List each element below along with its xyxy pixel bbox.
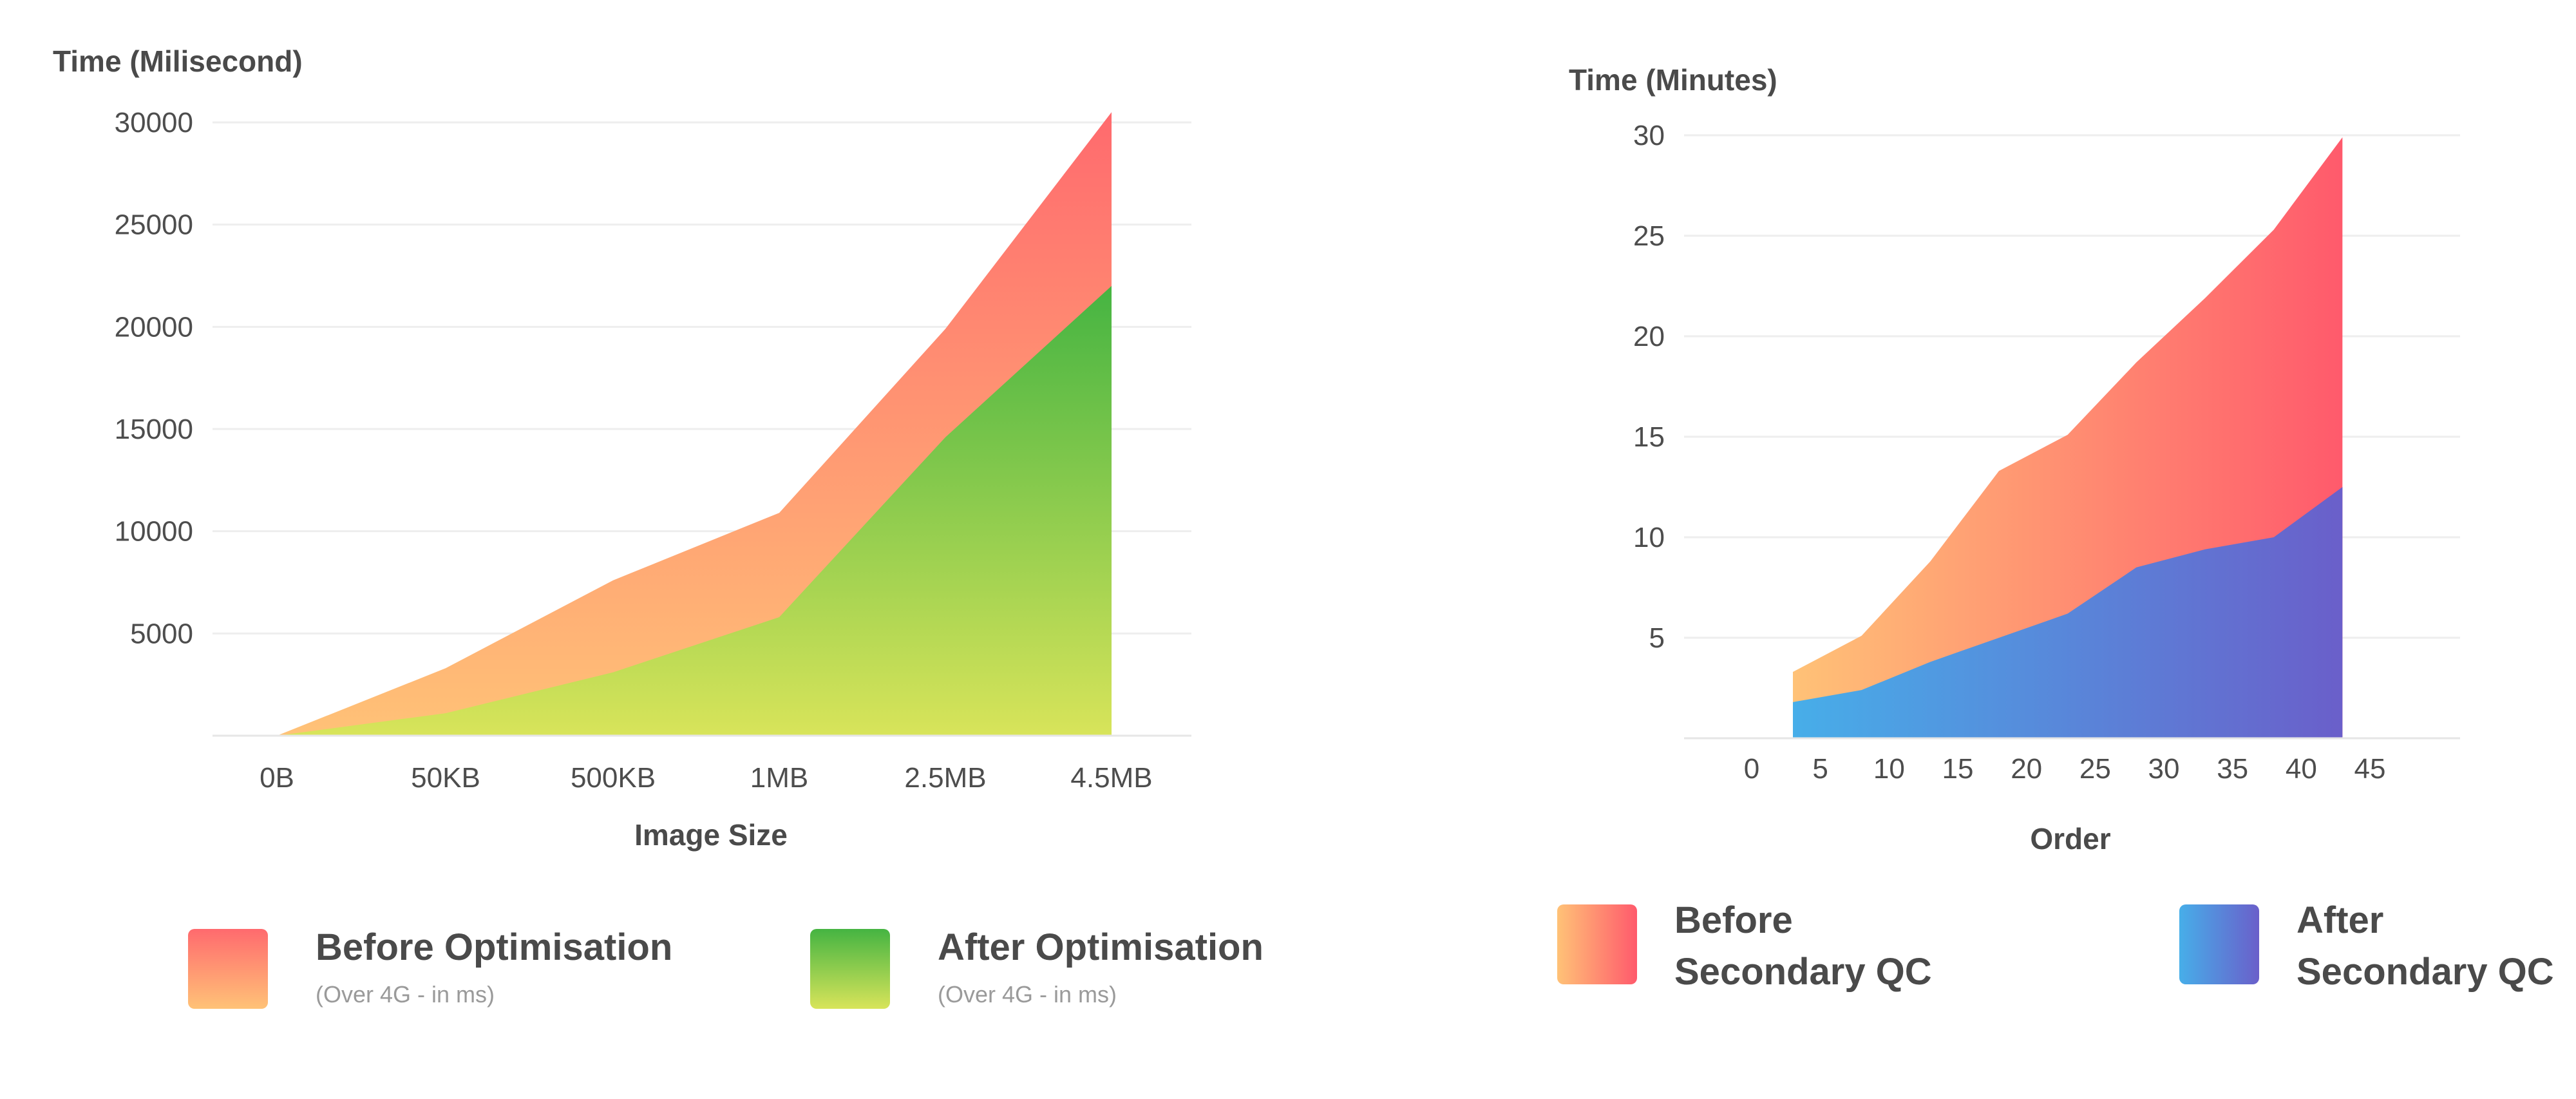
x-tick-label: 5 [1812,753,1828,785]
y-tick-label: 5000 [130,618,193,649]
y-tick-label: 15 [1633,421,1665,453]
after-optimisation-area [277,285,1112,736]
legend-label-line-2: Secondary QC [1674,951,1932,993]
legend-swatch [1557,904,1637,984]
legend-swatch [2179,904,2259,984]
x-tick-label: 25 [2079,753,2111,785]
x-tick-label: 500KB [571,762,656,794]
y-tick-label: 25 [1633,220,1665,252]
y-tick-label: 5 [1649,622,1665,654]
x-tick-label: 50KB [411,762,480,794]
legend-label: After Optimisation [938,926,1264,968]
y-tick-label: 15000 [115,414,193,445]
y-axis-title: Time (Minutes) [1569,63,1777,97]
x-axis-title: Order [2030,822,2110,855]
y-tick-label: 30 [1633,120,1665,151]
x-tick-label: 35 [2217,753,2248,785]
y-tick-label: 30000 [115,107,193,139]
x-tick-label: 40 [2286,753,2317,785]
legend-before-secondary-qc: Before Secondary QC [1557,899,1932,993]
legend-label-line-1: After [2297,899,2383,941]
legend-note: (Over 4G - in ms) [938,981,1117,1008]
x-tick-label: 0B [260,762,294,794]
legend-after-optimisation: After Optimisation (Over 4G - in ms) [810,926,1264,1009]
legend-label-line-1: Before [1674,899,1793,941]
order-chart: Time (Minutes) 5 10 15 20 25 30 0 5 10 15 20 25 30 3… [1569,63,2460,855]
y-axis-title: Time (Milisecond) [53,44,303,78]
legend-swatch [810,929,890,1009]
x-tick-label: 2.5MB [904,762,986,794]
x-tick-labels: 0B 50KB 500KB 1MB 2.5MB 4.5MB [260,762,1153,794]
x-tick-label: 1MB [750,762,808,794]
legend-note: (Over 4G - in ms) [316,981,495,1008]
y-tick-labels: 5000 10000 15000 20000 25000 30000 [115,107,193,649]
x-tick-label: 30 [2148,753,2180,785]
image-size-chart: Time (Milisecond) 5000 10000 15000 20000 250… [53,44,1191,852]
x-tick-label: 10 [1873,753,1905,785]
legend-swatch [188,929,268,1009]
x-tick-labels: 0 5 10 15 20 25 30 35 40 45 [1744,753,2386,785]
y-tick-label: 20000 [115,311,193,343]
y-tick-label: 25000 [115,209,193,241]
y-tick-labels: 5 10 15 20 25 30 [1633,120,1665,654]
legend-after-secondary-qc: After Secondary QC [2179,899,2554,993]
legend-label: Before Optimisation [316,926,672,968]
after-secondary-qc-area [1793,487,2343,738]
x-tick-label: 15 [1942,753,1974,785]
x-tick-label: 4.5MB [1070,762,1152,794]
x-tick-label: 45 [2354,753,2386,785]
y-tick-label: 10 [1633,522,1665,553]
legend-before-optimisation: Before Optimisation (Over 4G - in ms) [188,926,672,1009]
y-tick-label: 20 [1633,321,1665,352]
x-axis-title: Image Size [634,818,788,852]
legend-label-line-2: Secondary QC [2297,951,2554,993]
x-tick-label: 0 [1744,753,1759,785]
y-tick-label: 10000 [115,516,193,548]
x-tick-label: 20 [2011,753,2042,785]
